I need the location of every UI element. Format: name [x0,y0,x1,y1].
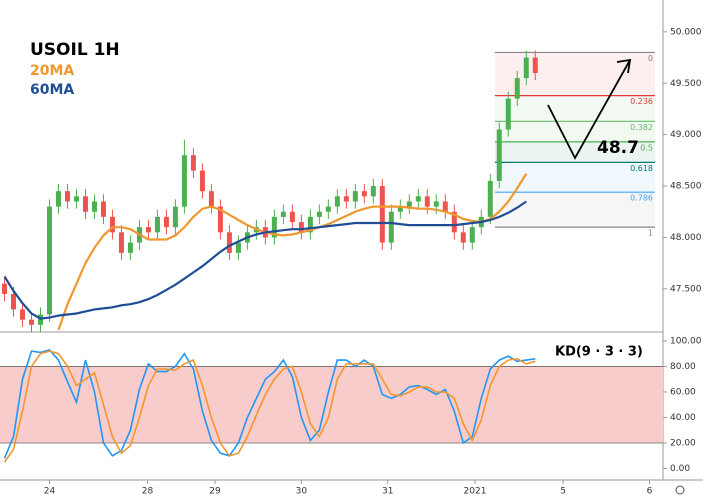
candle-body [316,211,322,217]
fib-label: 0.786 [630,194,653,203]
y-tick-label: 0.00 [670,464,690,474]
candle-body [64,191,70,202]
candle-body [289,211,295,223]
candle-body [451,211,457,233]
candle-body [415,196,421,202]
candle-body [505,98,511,130]
candle-body [325,206,331,212]
candle-body [82,196,88,212]
fib-band [495,141,655,163]
y-tick-label: 20.00 [670,439,696,449]
candle-body [496,129,502,181]
indicator-line [3,200,527,320]
annotation-arrow [547,58,632,160]
candle-body [433,201,439,207]
candle-body [460,232,466,243]
x-tick-label: 29 [209,487,221,497]
candle-body [307,216,313,233]
y-tick-label: 80.00 [670,362,696,372]
candle-body [28,319,34,325]
candle-body [532,57,538,73]
candle-body [361,191,367,197]
fib-label: 0.5 [640,143,653,152]
candle-body [118,232,124,253]
y-tick-label: 47.500 [670,284,702,294]
x-tick-label: 28 [142,487,154,497]
candle-body [406,201,412,207]
candle-body [217,206,223,233]
candle-body [271,216,277,238]
y-tick-label: 49.500 [670,79,702,89]
candle-body [19,309,25,320]
fib-band [495,162,655,193]
fib-label: 0.382 [630,123,653,132]
fib-label: 0.618 [630,164,653,173]
candle-body [280,211,286,217]
candle-body [181,155,187,207]
candle-body [109,216,115,233]
candle-body [334,196,340,207]
candle-body [514,78,520,99]
x-tick-label: 24 [44,487,56,497]
candle-body [73,196,79,202]
indicator-line [3,350,536,463]
fib-label: 0 [648,54,653,63]
candle-body [523,57,529,79]
candle-body [352,191,358,202]
candle-body [172,206,178,228]
candle-body [379,186,385,243]
candle-body [370,186,376,197]
fib-band [495,121,655,142]
chart-title: USOIL 1H [30,40,120,60]
candle-body [46,206,52,315]
candle-body [424,196,430,207]
y-tick-label: 48.000 [670,233,702,243]
candle-body [145,227,151,233]
y-tick-label: 50.000 [670,27,702,37]
candle-body [1,283,7,294]
legend-entry: 20MA [30,63,74,79]
indicator-line [57,173,528,331]
fib-band [495,95,655,122]
annotation: 48.7 [597,138,639,158]
x-tick-label: 5 [560,487,566,497]
y-tick-label: 40.00 [670,413,696,423]
fib-label: 1 [648,229,653,238]
candle-body [469,227,475,243]
candle-body [298,222,304,233]
fib-label: 0.236 [630,97,653,106]
y-tick-label: 49.000 [670,130,702,140]
candle-body [226,232,232,253]
candle-body [208,191,214,207]
settings-icon[interactable] [675,485,685,495]
indicator-title: KD(9 · 3 · 3) [555,345,643,360]
candle-body [487,180,493,217]
candle-body [10,293,16,310]
x-tick-label: 30 [296,487,308,497]
candle-body [100,201,106,217]
y-tick-label: 60.00 [670,387,696,397]
candle-body [127,242,133,253]
x-tick-label: 2021 [464,487,487,497]
candle-body [55,191,61,207]
candle-body [388,211,394,243]
candle-body [91,201,97,212]
candle-body [190,155,196,171]
candle-body [442,201,448,212]
fib-band [495,192,655,228]
y-tick-label: 100.00 [670,336,702,346]
legend-entry: 60MA [30,82,74,98]
candle-body [235,242,241,253]
candle-body [397,206,403,212]
candle-body [163,216,169,228]
candle-body [343,196,349,202]
candle-body [199,170,205,192]
x-tick-label: 6 [647,487,653,497]
x-tick-label: 31 [382,487,393,497]
candle-body [154,216,160,233]
y-tick-label: 48.500 [670,182,702,192]
